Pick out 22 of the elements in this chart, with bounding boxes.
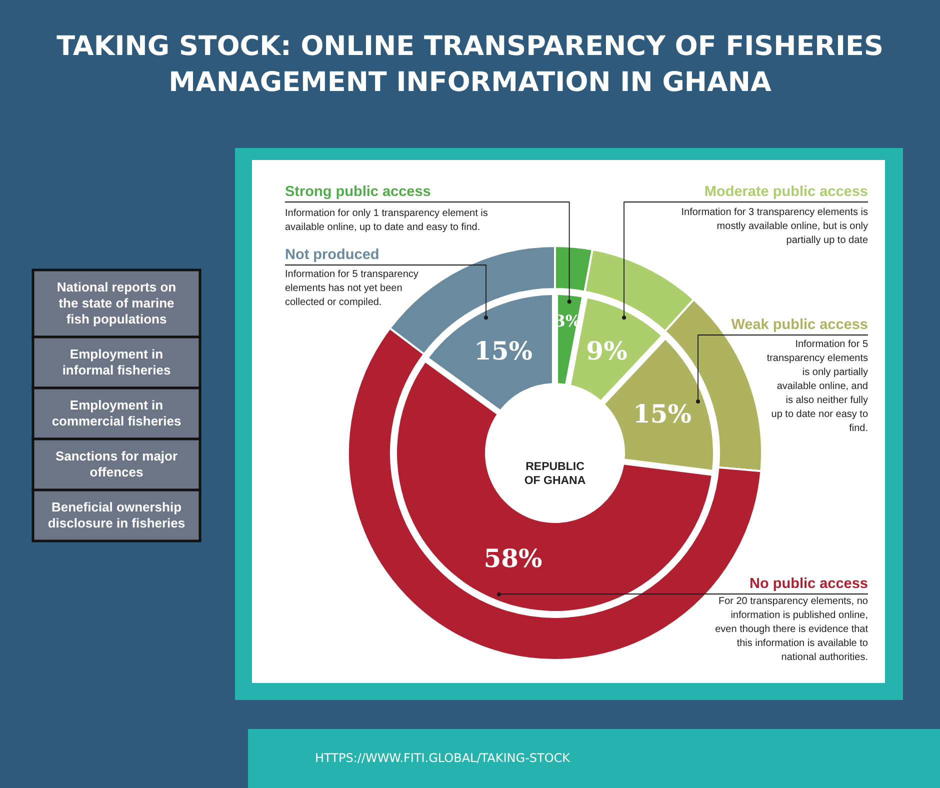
text: Sanctions for major offences — [55, 448, 178, 480]
text: Information for 5 transparency elements has not yet been collected or compiled. — [285, 269, 418, 308]
text: For 20 transparency elements, no information is published online, even though there is evidence that this information is available to national authorities. — [715, 596, 868, 663]
text: Beneficial ownership disclosure in fisheries — [48, 500, 186, 530]
data-label: 15% — [632, 399, 692, 428]
text: Information for 3 transparency elements is mostly available online, but is only partially up to date — [681, 207, 868, 246]
text: REPUBLIC OF GHANA — [524, 461, 586, 487]
text: Information for 5 transparency elements is only partially available online, and is also neither fully up to date nor easy to find. — [766, 339, 868, 434]
data-label: 58% — [484, 544, 543, 573]
slice-label: Weak public access — [731, 317, 868, 333]
slice-label: Moderate public access — [704, 184, 868, 200]
slice-label: Strong public access — [285, 184, 431, 200]
slice-label: No public access — [750, 576, 868, 592]
text: Employment in commercial fisheries — [52, 398, 182, 428]
data-label: 9% — [586, 336, 628, 366]
chart-title: TAKING STOCK: ONLINE TRANSPARENCY OF FISHERIES MANAGEMENT INFORMATION IN GHANA — [56, 31, 884, 98]
data-label: 15% — [474, 336, 533, 366]
text: Information for only 1 transparency element is available online, up to date and easy to find. — [285, 208, 488, 233]
text: HTTPS://WWW.FITI.GLOBAL/TAKING-STOCK — [315, 751, 572, 765]
slice-label: Not produced — [285, 247, 380, 263]
text: National reports on the state of marine fish populations — [56, 280, 176, 326]
text: Employment in informal fisheries — [62, 346, 171, 378]
